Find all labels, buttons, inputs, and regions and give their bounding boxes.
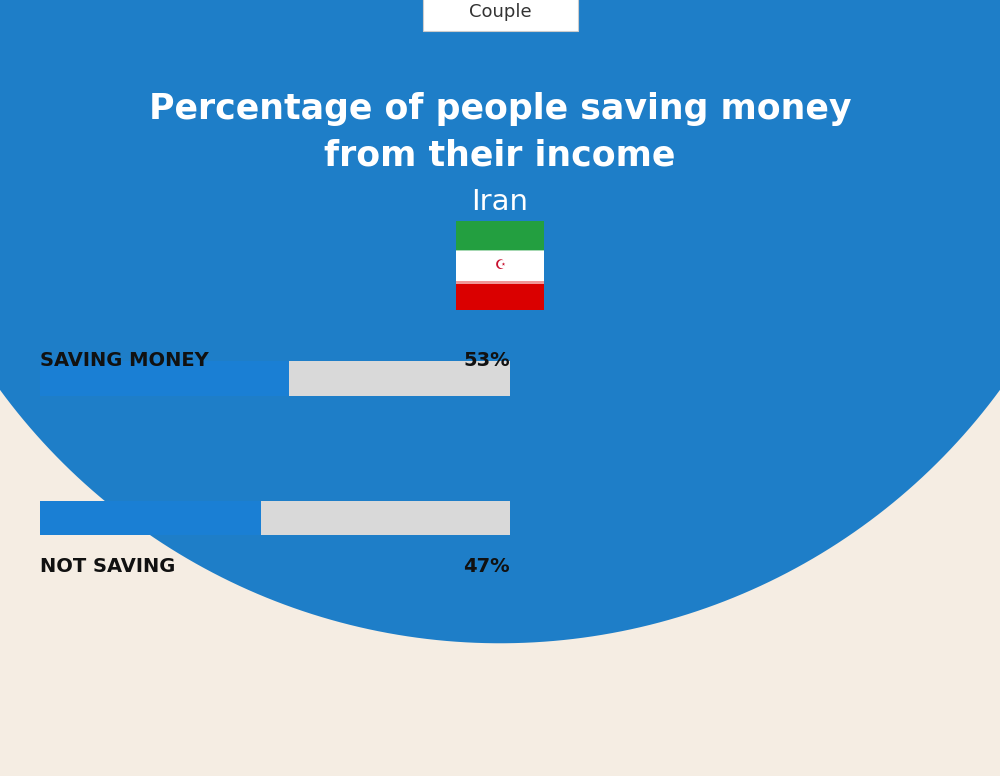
Bar <box>40 501 261 535</box>
Bar <box>456 281 544 310</box>
Text: Iran: Iran <box>472 188 528 216</box>
Polygon shape <box>0 0 1000 643</box>
Bar <box>40 501 510 535</box>
FancyBboxPatch shape <box>422 0 578 31</box>
Text: ☪: ☪ <box>494 259 506 272</box>
Text: SAVING MONEY: SAVING MONEY <box>40 352 209 370</box>
Text: 53%: 53% <box>463 352 510 370</box>
Bar <box>40 361 289 396</box>
Bar <box>456 221 544 251</box>
Text: NOT SAVING: NOT SAVING <box>40 557 175 576</box>
Text: from their income: from their income <box>324 138 676 172</box>
Bar <box>456 250 544 254</box>
Bar <box>456 251 544 281</box>
Bar <box>456 280 544 284</box>
Text: Couple: Couple <box>469 3 531 22</box>
Text: Percentage of people saving money: Percentage of people saving money <box>149 92 851 126</box>
Text: 47%: 47% <box>463 557 510 576</box>
Bar <box>40 361 510 396</box>
